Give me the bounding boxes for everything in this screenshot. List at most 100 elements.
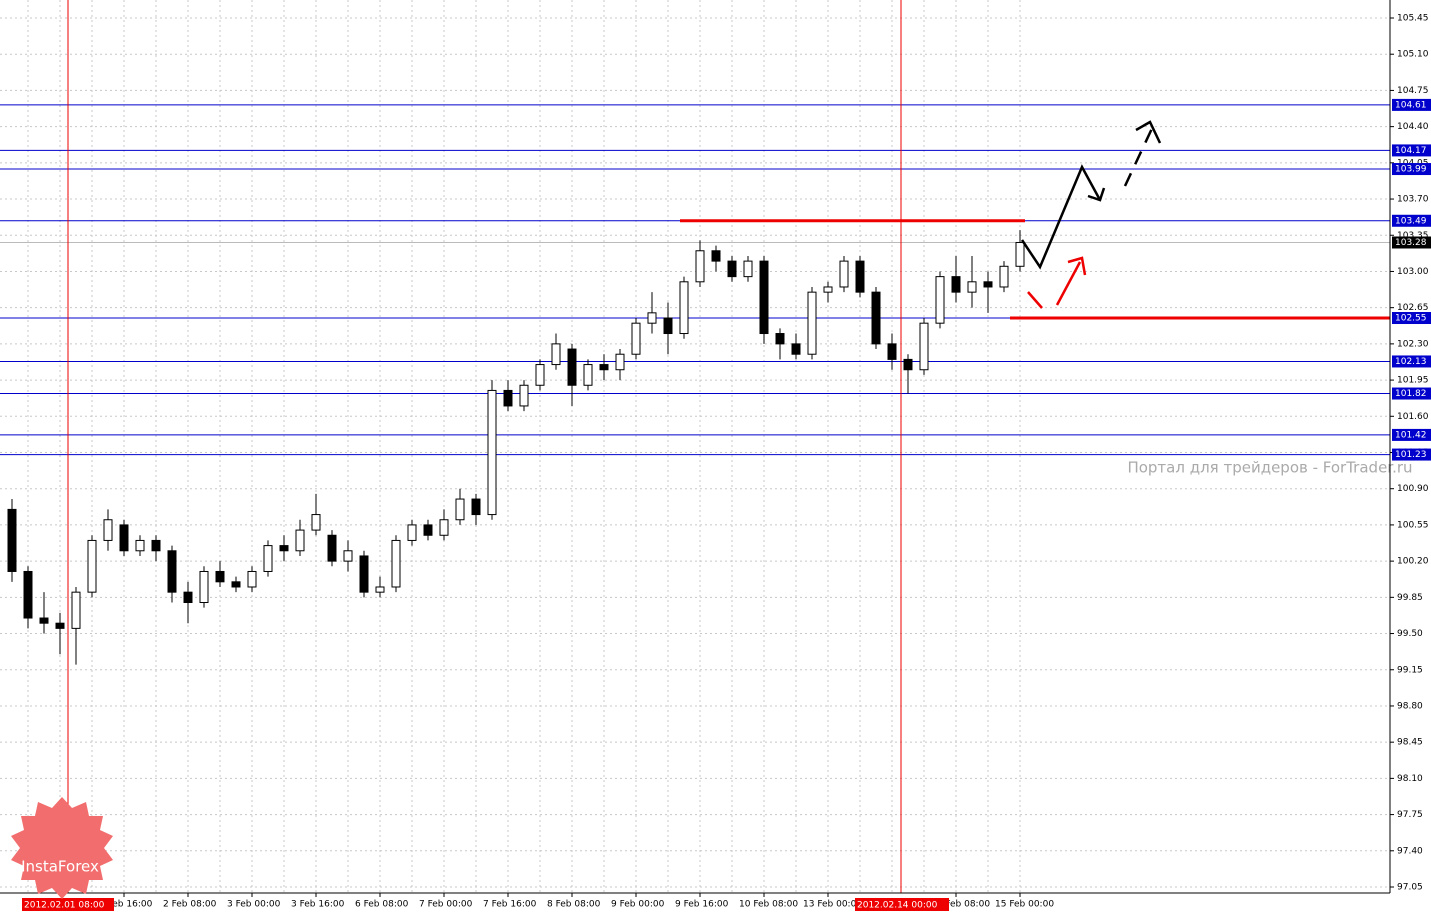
candle-body — [583, 364, 593, 386]
marker-label: 2012.02.14 00:00 — [857, 901, 938, 911]
candle-body — [311, 514, 321, 531]
level-label: 101.42 — [1395, 430, 1427, 440]
candle-body — [519, 384, 529, 407]
x-tick-label: 3 Feb 16:00 — [291, 900, 345, 910]
candle-body — [247, 570, 257, 588]
candle-body — [775, 333, 785, 345]
candle-body — [135, 539, 145, 552]
candle-body — [327, 534, 337, 562]
candle-body — [711, 250, 721, 262]
level-label: 104.17 — [1395, 146, 1427, 156]
last-price-box — [1392, 236, 1431, 249]
candle-body — [919, 322, 929, 371]
candle-body — [7, 508, 17, 572]
y-tick-label: 97.75 — [1397, 810, 1423, 820]
y-tick-label: 101.60 — [1397, 412, 1429, 422]
candle-body — [823, 286, 833, 293]
candle-body — [215, 570, 225, 583]
candle-body — [663, 317, 673, 335]
level-label: 102.13 — [1395, 357, 1427, 367]
y-tick-label: 104.40 — [1397, 122, 1429, 132]
marker-box — [22, 898, 114, 911]
y-tick-label: 98.10 — [1397, 774, 1423, 784]
y-tick-label: 101.95 — [1397, 376, 1429, 386]
y-tick-label: 98.45 — [1397, 738, 1423, 748]
candle-body — [279, 545, 289, 552]
level-label: 101.82 — [1395, 389, 1427, 399]
candle-body — [167, 550, 177, 593]
x-tick-label: 2 Feb 08:00 — [163, 900, 217, 910]
x-tick-label: 3 Feb 00:00 — [227, 900, 281, 910]
candle-body — [631, 322, 641, 355]
x-tick-label: 13 Feb 00:00 — [803, 900, 862, 910]
candle-body — [679, 281, 689, 335]
level-label: 101.23 — [1395, 450, 1427, 460]
level-label-box — [1392, 312, 1431, 325]
y-tick-label: 100.20 — [1397, 557, 1429, 567]
y-tick-label: 98.80 — [1397, 701, 1423, 711]
candle-body — [567, 348, 577, 386]
candle-body — [503, 389, 513, 407]
candle-body — [759, 260, 769, 335]
forecast-path — [1020, 164, 1102, 270]
candle-body — [263, 545, 273, 572]
arrow-head — [1067, 256, 1087, 276]
y-tick-label: 99.50 — [1397, 629, 1423, 639]
candle-body — [871, 291, 881, 345]
candle-body — [967, 281, 977, 293]
y-tick-label: 99.15 — [1397, 665, 1423, 675]
candle-body — [23, 570, 33, 619]
candle-body — [1015, 241, 1025, 267]
candle-body — [839, 260, 849, 288]
candle-body — [903, 358, 913, 371]
candle-body — [599, 364, 609, 371]
level-label-box — [1392, 355, 1431, 368]
candle-body — [695, 250, 705, 283]
candle-body — [727, 260, 737, 278]
candle-body — [535, 364, 545, 386]
y-tick-label: 97.05 — [1397, 883, 1423, 893]
x-tick-label: 7 Feb 00:00 — [419, 900, 473, 910]
y-tick-label: 100.55 — [1397, 520, 1429, 530]
candle-body — [231, 581, 241, 588]
candle-body — [439, 519, 449, 536]
candle-body — [743, 260, 753, 278]
alt-forecast — [1027, 291, 1043, 309]
x-tick-label: 1 Feb 16:00 — [99, 900, 153, 910]
y-tick-label: 103.35 — [1397, 231, 1429, 241]
candle-body — [455, 498, 465, 521]
y-tick-label: 105.10 — [1397, 50, 1429, 60]
x-tick-label: 7 Feb 16:00 — [483, 900, 537, 910]
candle-body — [359, 555, 369, 593]
candle-body — [199, 570, 209, 604]
level-label: 104.61 — [1395, 100, 1427, 110]
x-tick-label: 9 Feb 16:00 — [675, 900, 729, 910]
level-label: 103.99 — [1395, 165, 1427, 175]
candle-body — [87, 539, 97, 593]
logo: InstaForex — [11, 797, 113, 899]
candle-body — [935, 276, 945, 324]
level-label-box — [1392, 428, 1431, 441]
level-label: 102.55 — [1395, 314, 1427, 324]
forecast-dashed — [1123, 121, 1157, 187]
candle-body — [471, 498, 481, 516]
candle-body — [807, 291, 817, 355]
candle-body — [855, 260, 865, 293]
candle-body — [151, 539, 161, 552]
marker-box — [855, 898, 949, 911]
level-label-box — [1392, 448, 1431, 461]
candle-body — [407, 524, 417, 541]
y-tick-label: 103.00 — [1397, 267, 1429, 277]
candle-body — [71, 591, 81, 629]
last-price-label: 103.28 — [1395, 238, 1427, 248]
x-tick-label: 15 Feb 00:00 — [995, 900, 1054, 910]
x-tick-label: 6 Feb 08:00 — [355, 900, 409, 910]
y-tick-label: 105.45 — [1397, 14, 1429, 24]
y-tick-label: 99.85 — [1397, 593, 1423, 603]
y-tick-label: 103.70 — [1397, 195, 1429, 205]
logo-badge — [11, 797, 113, 899]
candle-body — [999, 265, 1009, 288]
